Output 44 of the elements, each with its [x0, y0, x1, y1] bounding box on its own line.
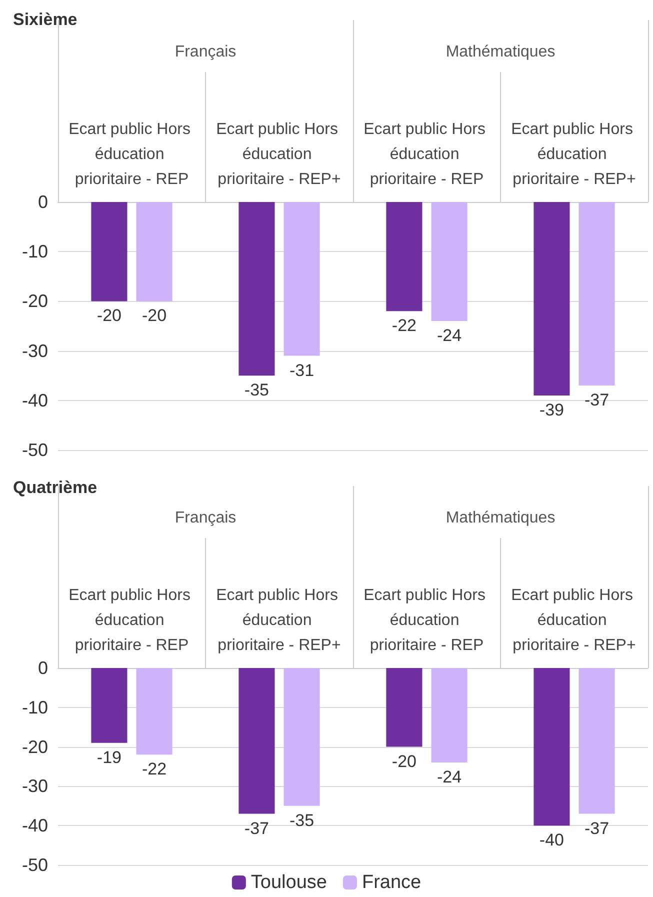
chart-title: Quatrième [13, 478, 98, 497]
data-label: -20 [392, 752, 417, 771]
data-label: -37 [244, 818, 270, 838]
y-tick-label: 0 [38, 658, 48, 678]
x-tick-label: Ecart public Hors éducation prioritaire - REP+ [511, 121, 638, 188]
y-tick-label: -10 [22, 242, 48, 262]
data-label: -31 [289, 360, 314, 380]
data-label: -35 [289, 810, 314, 830]
y-tick-label: -20 [22, 291, 48, 312]
y-tick-label: 0 [38, 192, 48, 212]
y-tick-label: -50 [22, 440, 48, 460]
data-label: -22 [392, 316, 417, 336]
y-tick-label: -10 [22, 697, 48, 718]
legend-label: Toulouse [250, 872, 327, 893]
x-tick-label: Ecart public Hors éducation prioritaire - REP+ [216, 587, 342, 654]
x-tick-label: Ecart public Hors éducation prioritaire - REP [68, 121, 195, 188]
x-tick-label: Ecart public Hors éducation prioritaire - REP+ [216, 121, 342, 188]
data-label: -24 [436, 326, 462, 346]
data-label: -37 [584, 818, 610, 838]
data-label: -40 [539, 830, 564, 850]
data-label: -24 [436, 768, 462, 787]
chart-title: Sixième [13, 10, 78, 29]
data-label: -20 [142, 306, 167, 326]
legend-label: France [362, 872, 422, 893]
text: Mathématiques [446, 44, 556, 60]
x-tick-label: Ecart public Hors éducation prioritaire - REP [68, 587, 195, 654]
text: Mathématiques [446, 510, 556, 526]
x-tick-label: Ecart public Hors éducation prioritaire - REP [364, 121, 490, 188]
x-tick-label: Ecart public Hors éducation prioritaire - REP [364, 587, 490, 654]
data-label: -37 [584, 390, 610, 410]
y-tick-label: -40 [22, 816, 48, 836]
data-label: -19 [96, 748, 122, 767]
x-tick-label: Ecart public Hors éducation prioritaire - REP+ [511, 587, 638, 654]
y-tick-label: -40 [22, 390, 48, 410]
data-label: -20 [96, 306, 122, 326]
y-tick-label: -30 [22, 776, 48, 796]
text: Français [174, 510, 236, 526]
data-label: -22 [142, 760, 167, 779]
data-label: -39 [539, 400, 564, 420]
y-tick-label: -50 [22, 855, 48, 875]
y-tick-label: -20 [22, 736, 48, 757]
y-tick-label: -30 [22, 340, 48, 361]
text: Français [174, 44, 236, 60]
data-label: -35 [244, 380, 270, 400]
